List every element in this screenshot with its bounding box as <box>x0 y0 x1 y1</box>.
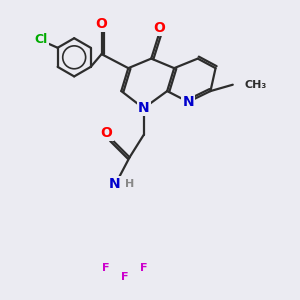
Text: O: O <box>96 16 107 31</box>
Text: N: N <box>109 177 121 191</box>
Text: O: O <box>153 21 165 35</box>
Text: Cl: Cl <box>34 33 48 46</box>
Text: H: H <box>125 179 134 189</box>
Text: F: F <box>140 263 147 273</box>
Text: O: O <box>101 126 112 140</box>
Text: F: F <box>121 272 128 282</box>
Text: CH₃: CH₃ <box>244 80 266 90</box>
Text: F: F <box>102 263 109 273</box>
Text: N: N <box>138 101 149 115</box>
Text: N: N <box>182 95 194 109</box>
